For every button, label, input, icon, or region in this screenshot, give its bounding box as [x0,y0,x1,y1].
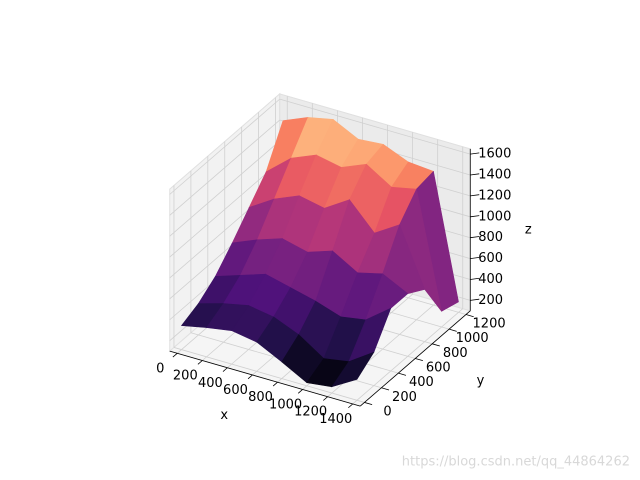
y-tick-label: 600 [426,360,451,375]
z-tick-label: 1400 [478,168,511,183]
z-tick-label: 1000 [478,209,511,224]
x-tick-label: 200 [173,369,198,384]
z-tick-label: 200 [478,293,503,308]
tick-mark [197,360,203,365]
surface-face [331,351,375,388]
tick-mark [415,358,423,362]
y-tick-label: 1200 [473,317,506,332]
x-tick-label: 0 [156,361,164,376]
x-tick-label: 1400 [319,412,352,427]
tick-mark [297,389,303,394]
tick-mark [348,403,354,409]
axis-line [359,310,471,407]
tick-mark [470,152,480,155]
grid-line [169,161,281,258]
tick-mark [323,396,328,401]
z-tick-label: 600 [478,251,503,266]
tick-mark [470,215,480,218]
grid-line [169,98,281,195]
axis-line [169,350,361,407]
z-tick-label: 1600 [478,147,511,162]
tick-mark [398,372,407,376]
watermark: https://blog.csdn.net/qq_44864262 [402,455,630,470]
grid-line [279,98,471,155]
tick-mark [272,381,278,387]
y-tick-label: 0 [383,404,391,419]
tick-mark [364,402,373,406]
tick-mark [432,343,440,347]
z-tick-label: 1200 [478,188,511,203]
y-tick-label: 1000 [456,331,489,346]
tick-mark [470,194,480,197]
x-axis-label: x [220,408,228,423]
grid-line [173,347,365,403]
x-tick-label: 800 [248,390,273,405]
tick-mark [470,173,480,176]
tick-mark [470,256,480,259]
z-tick-label: 800 [478,230,503,245]
y-tick-label: 200 [392,390,417,405]
y-axis-label: y [477,373,485,388]
x-tick-label: 600 [223,383,248,398]
tick-mark [470,236,480,239]
grid-line [169,119,281,216]
tick-mark [470,277,480,280]
tick-mark [448,328,457,332]
z-axis-label: z [525,222,532,237]
y-tick-label: 400 [409,375,434,390]
x-tick-label: 400 [198,376,223,391]
tick-mark [172,352,178,358]
x-tick-label: 1200 [294,405,327,420]
x-tick-label: 1000 [269,397,302,412]
tick-mark [247,374,253,380]
tick-mark [470,298,480,301]
y-tick-label: 800 [443,346,468,361]
surface [180,117,459,388]
tick-mark [222,367,228,372]
z-tick-label: 400 [478,272,503,287]
tick-mark [381,387,390,391]
tick-mark [465,314,474,318]
grid-line [169,140,281,237]
